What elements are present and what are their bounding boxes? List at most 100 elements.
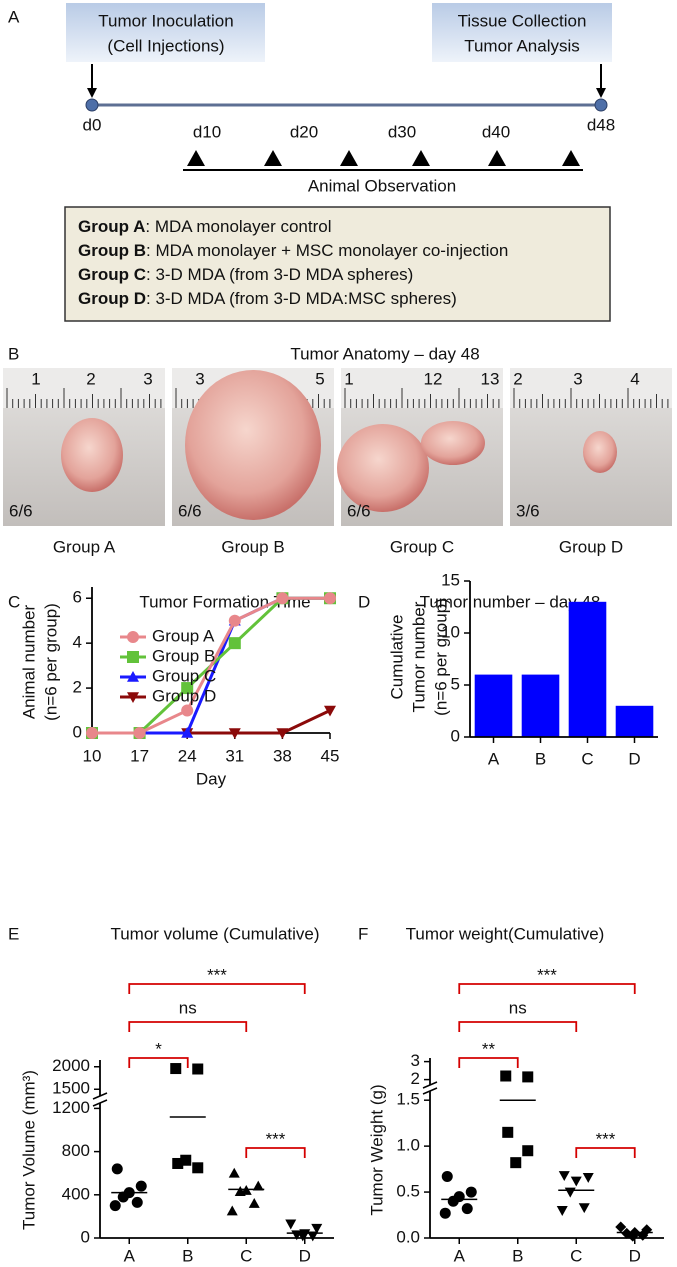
- marker: [627, 1230, 639, 1242]
- timeline-box: [432, 3, 612, 62]
- observation-marker: [187, 150, 205, 166]
- marker: [133, 727, 146, 739]
- significance-bracket: [128, 1057, 189, 1068]
- marker: [117, 1191, 129, 1203]
- photo-count: 6/6: [178, 501, 202, 520]
- panel-label: B: [8, 344, 19, 363]
- marker: [181, 704, 194, 717]
- y-tick-label: 3: [411, 1051, 420, 1070]
- panel-label: A: [8, 7, 20, 26]
- observation-marker: [488, 150, 506, 166]
- bar: [568, 601, 607, 737]
- significance-label: ***: [537, 965, 557, 984]
- tumor: [421, 421, 485, 465]
- y-axis-label: Animal number: [19, 604, 38, 719]
- y-tick-label: 1200: [52, 1098, 90, 1117]
- marker: [109, 1200, 121, 1212]
- significance-label: ns: [179, 998, 197, 1017]
- bar: [615, 705, 654, 737]
- timeline-box-text: Tissue Collection: [458, 11, 587, 30]
- marker: [170, 1063, 182, 1075]
- significance-label: ***: [266, 1129, 286, 1148]
- ruler-number: 5: [315, 369, 324, 388]
- tumor: [337, 424, 429, 512]
- panel-label: E: [8, 924, 19, 943]
- tumor: [583, 431, 617, 473]
- group-line: Group B: MDA monolayer + MSC monolayer c…: [78, 241, 508, 260]
- y-tick-label: 5: [451, 674, 460, 693]
- marker: [180, 1154, 192, 1166]
- marker: [192, 1063, 204, 1075]
- marker: [510, 1157, 522, 1169]
- x-tick-label: D: [629, 1246, 641, 1265]
- x-tick-label: A: [488, 749, 500, 768]
- significance-bracket: [128, 983, 306, 994]
- axis-break: [92, 1092, 108, 1100]
- photo-caption: Group A: [53, 537, 116, 556]
- photo-count: 6/6: [9, 501, 33, 520]
- axis-break: [92, 1099, 108, 1107]
- timeline-box-text: Tumor Analysis: [464, 36, 580, 55]
- y-tick-label: 4: [73, 633, 82, 652]
- y-tick-label: 2000: [52, 1056, 90, 1075]
- y-tick-label: 0.5: [396, 1182, 420, 1201]
- x-tick-label: 45: [321, 746, 340, 765]
- ruler-number: 3: [573, 369, 582, 388]
- group-name: Group B: [78, 241, 146, 260]
- marker: [307, 1231, 319, 1242]
- y-tick-label: 400: [62, 1184, 90, 1203]
- legend-label: Group C: [152, 666, 216, 685]
- y-axis-label: Tumor number: [409, 601, 428, 712]
- significance-label: ns: [509, 998, 527, 1017]
- group-description: : MDA monolayer control: [145, 217, 331, 236]
- marker: [522, 1145, 534, 1157]
- day-label: d40: [482, 122, 510, 141]
- marker: [441, 1170, 453, 1182]
- marker: [181, 682, 194, 695]
- marker: [311, 1223, 323, 1234]
- significance-bracket: [458, 1021, 578, 1032]
- group-name: Group C: [78, 265, 146, 284]
- anatomy-title: Tumor Anatomy – day 48: [290, 344, 479, 363]
- x-tick-label: C: [581, 749, 593, 768]
- y-tick-label: 1.5: [396, 1090, 420, 1109]
- bar: [521, 674, 560, 737]
- marker: [522, 1071, 534, 1083]
- group-line: Group A: MDA monolayer control: [78, 217, 332, 236]
- significance-label: ***: [207, 965, 227, 984]
- x-tick-label: C: [570, 1246, 582, 1265]
- marker: [582, 1172, 594, 1183]
- marker: [564, 1187, 576, 1198]
- marker: [181, 727, 194, 738]
- panel-label: D: [358, 592, 370, 611]
- significance-label: ***: [596, 1129, 616, 1148]
- series-line: [92, 596, 330, 735]
- observation-marker: [412, 150, 430, 166]
- observation-marker: [562, 150, 580, 166]
- marker: [465, 1186, 477, 1198]
- ruler-number: 3: [143, 369, 152, 388]
- group-description: : 3-D MDA (from 3-D MDA spheres): [146, 265, 413, 284]
- x-tick-label: D: [299, 1246, 311, 1265]
- tumor: [61, 418, 123, 492]
- y-axis-label: (n=6 per group): [41, 603, 60, 721]
- marker: [615, 1221, 627, 1233]
- marker: [570, 1176, 582, 1187]
- ruler-number: 12: [424, 369, 443, 388]
- ruler-number: 2: [513, 369, 522, 388]
- legend-marker: [127, 631, 139, 643]
- marker: [447, 1195, 459, 1207]
- significance-bracket: [458, 983, 636, 994]
- marker: [228, 637, 241, 650]
- x-tick-label: D: [628, 749, 640, 768]
- timeline-box: [66, 3, 265, 62]
- timeline-node: [85, 98, 99, 112]
- significance-bracket: [245, 1147, 306, 1158]
- marker: [276, 728, 289, 739]
- y-tick-label: 2: [73, 678, 82, 697]
- observation-label: Animal Observation: [308, 176, 456, 195]
- photo-count: 6/6: [347, 501, 371, 520]
- group-line: Group C: 3-D MDA (from 3-D MDA spheres): [78, 265, 413, 284]
- significance-label: **: [482, 1039, 496, 1058]
- marker: [135, 1180, 147, 1192]
